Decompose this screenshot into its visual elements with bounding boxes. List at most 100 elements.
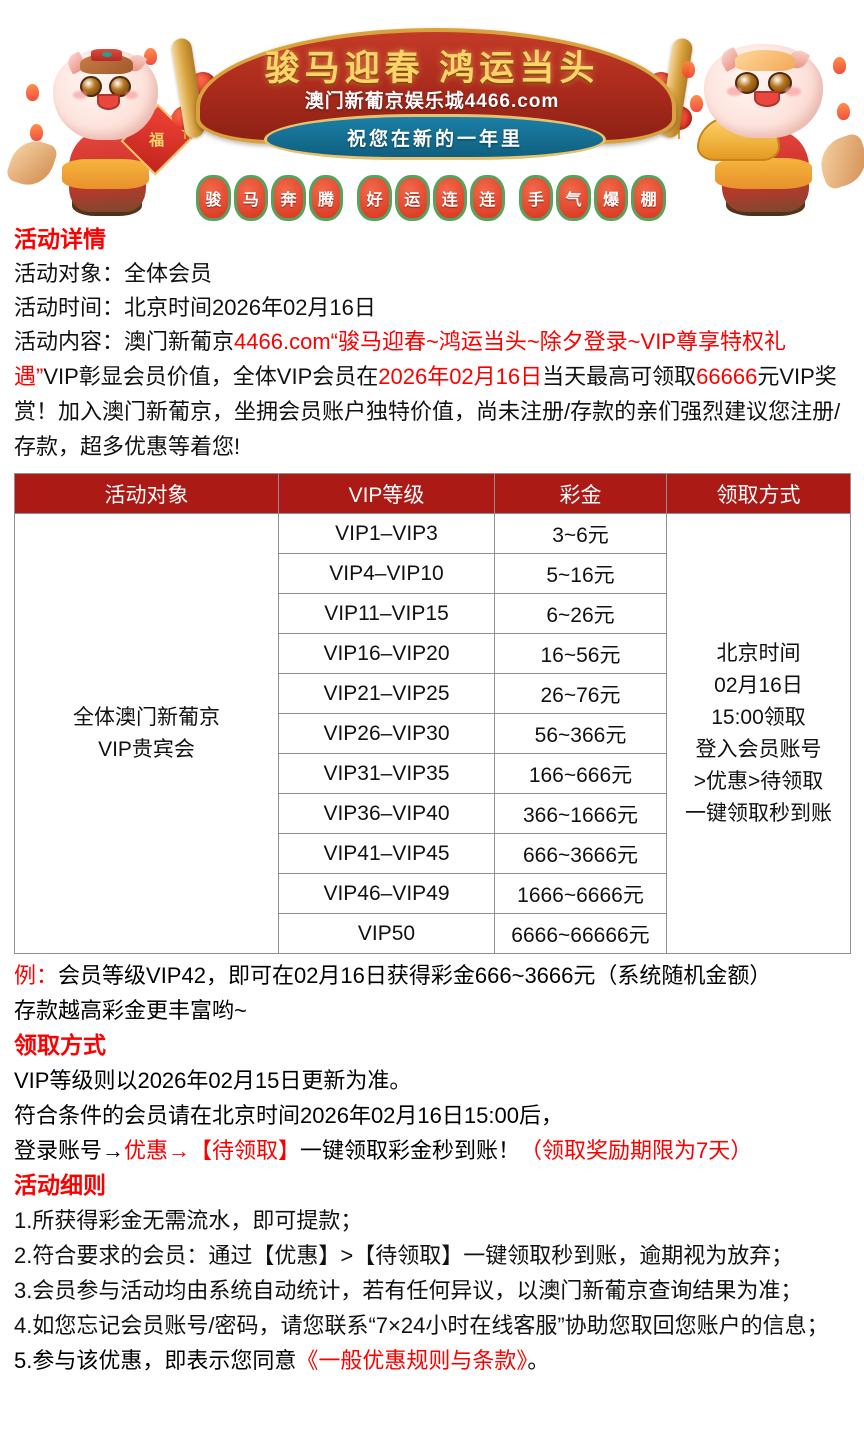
detail-content-label: 活动内容： (14, 329, 125, 354)
table-row: VIP21–VIP25 26~76元 (15, 673, 851, 714)
table-cell-level: VIP46–VIP49 (278, 873, 495, 914)
charm-label: 连 (441, 192, 458, 209)
charm-label: 骏 (205, 192, 222, 209)
table-header-row: 活动对象 VIP等级 彩金 领取方式 (14, 473, 851, 514)
detail-content-part5: 当天最高可领取 (542, 364, 697, 389)
table-cell-bonus: 56~366元 (494, 713, 667, 754)
method-line-5: 一键领取秒到账 (685, 801, 832, 825)
detail-target-label: 活动对象： (14, 261, 125, 286)
charm-11: 棚 (631, 175, 666, 221)
charm-0: 骏 (196, 175, 231, 221)
rule-5-part-b: 。 (527, 1348, 550, 1373)
claim-line3-part-c: 一键领取彩金秒到账！ (300, 1138, 521, 1163)
promo-banner: 福 (0, 0, 864, 222)
table-cell-level: VIP4–VIP10 (278, 553, 495, 594)
horse-mascot-left-icon: 福 (5, 26, 193, 216)
table-cell-target: 全体澳门新葡京 VIP贵宾会 (14, 513, 279, 954)
fu-char: 福 (148, 132, 164, 150)
detail-content-part7: 元VIP奖赏！加入澳门新葡京，坐拥会员账户独特价值，尚未注册/存款的亲们强烈建议… (14, 364, 841, 459)
table-row: VIP41–VIP45 666~3666元 (15, 833, 851, 874)
charm-label: 连 (479, 192, 496, 209)
table-row: VIP11–VIP15 6~26元 (15, 593, 851, 634)
charm-2: 奔 (271, 175, 306, 221)
table-row: VIP36–VIP40 366~1666元 (15, 793, 851, 834)
rule-item-1: 1.所获得彩金无需流水，即可提款； (14, 1208, 363, 1233)
method-line-3: 登入会员账号 (695, 737, 822, 761)
claim-line3-part-a: 登录账号→ (14, 1138, 125, 1163)
table-cell-level: VIP50 (278, 913, 495, 954)
charm-label: 腾 (318, 192, 335, 209)
method-line-4: >优惠>待领取 (693, 769, 824, 793)
detail-time-row: 活动时间：北京时间2026年02月16日 (14, 291, 850, 325)
charm-label: 棚 (640, 192, 657, 209)
table-cell-method: 北京时间 02月16日 15:00领取 登入会员账号 >优惠>待领取 一键领取秒到账 (666, 513, 851, 954)
example-line-2: 存款越高彩金更丰富哟~ (14, 998, 247, 1023)
charm-6: 连 (432, 175, 468, 221)
table-cell-bonus: 16~56元 (494, 633, 667, 674)
detail-content-highlight-1: 4466.com“骏马迎春~鸿运当头~除夕登录~VIP尊享特权礼遇” (14, 329, 786, 389)
table-cell-level: VIP21–VIP25 (278, 673, 495, 714)
table-row: VIP46–VIP49 1666~6666元 (15, 873, 851, 914)
charm-label: 马 (242, 192, 259, 209)
rule-5-part-a: 5.参与该优惠，即表示您同意 (14, 1348, 297, 1373)
table-cell-bonus: 166~666元 (494, 753, 667, 794)
detail-time-value: 北京时间2026年02月16日 (124, 294, 376, 320)
charm-4: 好 (357, 175, 392, 221)
table-cell-level: VIP11–VIP15 (278, 593, 495, 634)
example-line-1: 例：会员等级VIP42，即可在02月16日获得彩金666~3666元（系统随机金… (14, 958, 850, 993)
table-cell-level: VIP26–VIP30 (278, 713, 495, 754)
section-title-details: 活动详情 (14, 226, 106, 252)
charm-label: 奔 (280, 192, 297, 209)
charm-10: 爆 (593, 175, 629, 221)
claim-line3-highlight: 优惠→【待领取】 (124, 1138, 301, 1163)
claim-line-3: 登录账号→优惠→【待领取】一键领取彩金秒到账！（领取奖励期限为7天） (14, 1133, 850, 1168)
vip-bonus-table: 活动对象 VIP等级 彩金 领取方式 全体澳门新葡京 VIP贵宾会 VIP1–VIP… (14, 473, 851, 954)
target-line-2: VIP贵宾会 (98, 737, 195, 761)
table-cell-bonus: 366~1666元 (494, 793, 667, 834)
table-header-target: 活动对象 (14, 473, 279, 514)
horse-mascot-right-icon (672, 21, 864, 216)
table-cell-level: VIP41–VIP45 (278, 833, 495, 874)
table-cell-level: VIP16–VIP20 (278, 633, 495, 674)
table-row: VIP16–VIP20 16~56元 (15, 633, 851, 674)
rules-list: 1.所获得彩金无需流水，即可提款； 2.符合要求的会员：通过【优惠】>【待领取】一… (14, 1203, 850, 1343)
example-prefix: 例： (14, 963, 59, 988)
table-cell-bonus: 26~76元 (494, 673, 667, 714)
table-row: VIP26–VIP30 56~366元 (15, 713, 851, 754)
table-row: VIP31–VIP35 166~666元 (15, 753, 851, 794)
charm-label: 手 (527, 192, 544, 209)
banner-sub-title: 澳门新葡京娱乐城4466.com (304, 91, 560, 112)
claim-line-1: VIP等级则以2026年02月15日更新为准。 (14, 1068, 412, 1093)
charm-5: 运 (394, 175, 430, 221)
detail-time-label: 活动时间： (14, 294, 125, 320)
detail-target-value: 全体会员 (124, 261, 213, 286)
method-line-1: 02月16日 (714, 673, 803, 697)
promo-content: 活动详情 活动对象：全体会员 活动时间：北京时间2026年02月16日 活动内容… (0, 224, 864, 1378)
table-header-bonus: 彩金 (494, 473, 667, 514)
table-cell-bonus: 1666~6666元 (494, 873, 667, 914)
charm-8: 手 (518, 175, 554, 221)
detail-content-paragraph: 活动内容：澳门新葡京4466.com“骏马迎春~鸿运当头~除夕登录~VIP尊享特… (14, 324, 850, 464)
table-cell-bonus: 666~3666元 (494, 833, 667, 874)
banner-main-title: 骏马迎春 鸿运当头 (264, 49, 600, 88)
rule-item-3: 3.会员参与活动均由系统自动统计，若有任何异议，以澳门新葡京查询结果为准； (14, 1278, 803, 1303)
table-body: 全体澳门新葡京 VIP贵宾会 VIP1–VIP3 3~6元 北京时间 02月16日 15:0… (14, 513, 851, 954)
general-terms-link[interactable]: 《一般优惠规则与条款》 (296, 1348, 528, 1373)
table-cell-bonus: 3~6元 (494, 513, 667, 554)
example-text: 会员等级VIP42，即可在02月16日获得彩金666~3666元（系统随机金额） (58, 963, 772, 988)
table-cell-level: VIP1–VIP3 (278, 513, 495, 554)
detail-content-part1: 澳门新葡京 (124, 329, 235, 354)
charm-label: 气 (565, 192, 582, 209)
banner-charm-row: 骏 马 奔 腾 好 运 连 连 手 气 爆 棚 (196, 175, 666, 221)
method-line-2: 15:00领取 (711, 705, 806, 729)
target-line-1: 全体澳门新葡京 (73, 705, 220, 729)
table-row: 全体澳门新葡京 VIP贵宾会 VIP1–VIP3 3~6元 北京时间 02月16日 15:0… (14, 513, 851, 954)
banner-ribbon: 祝您在新的一年里 (264, 114, 606, 160)
charm-label: 爆 (603, 192, 620, 209)
charm-1: 马 (233, 175, 269, 221)
claim-line3-period-note: （领取奖励期限为7天） (520, 1138, 753, 1163)
table-header-method: 领取方式 (666, 473, 851, 514)
table-cell-bonus: 6666~66666元 (494, 913, 667, 954)
banner-ribbon-text: 祝您在新的一年里 (346, 128, 523, 150)
